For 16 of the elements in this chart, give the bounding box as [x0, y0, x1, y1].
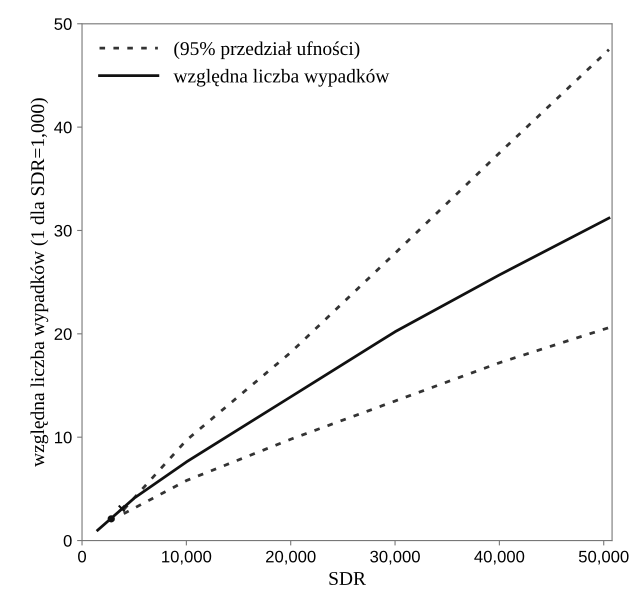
x-tick-label: 50,000	[578, 550, 629, 564]
y-tick-label: 10	[55, 432, 72, 444]
x-tick-label: 0	[78, 550, 86, 563]
y-tick-label: 20	[54, 328, 72, 340]
y-tick-label: 50	[54, 18, 72, 30]
x-tick-label: 30,000	[370, 550, 420, 564]
x-tick-label: 20,000	[266, 550, 316, 564]
x-tick-label: 40,000	[474, 550, 524, 564]
x-axis-title: SDR	[329, 572, 366, 586]
y-tick-label: 30	[54, 224, 72, 237]
legend-label: (95% przedział ufności)	[174, 41, 360, 60]
y-axis-title: względna liczba wypadków (1 dla SDR=1,000)	[30, 98, 48, 467]
legend-label: względna liczba wypadków	[173, 68, 390, 87]
y-tick-label: 40	[54, 122, 72, 134]
y-tick-label: 0	[64, 534, 72, 547]
x-tick-label: 10,000	[162, 550, 212, 564]
